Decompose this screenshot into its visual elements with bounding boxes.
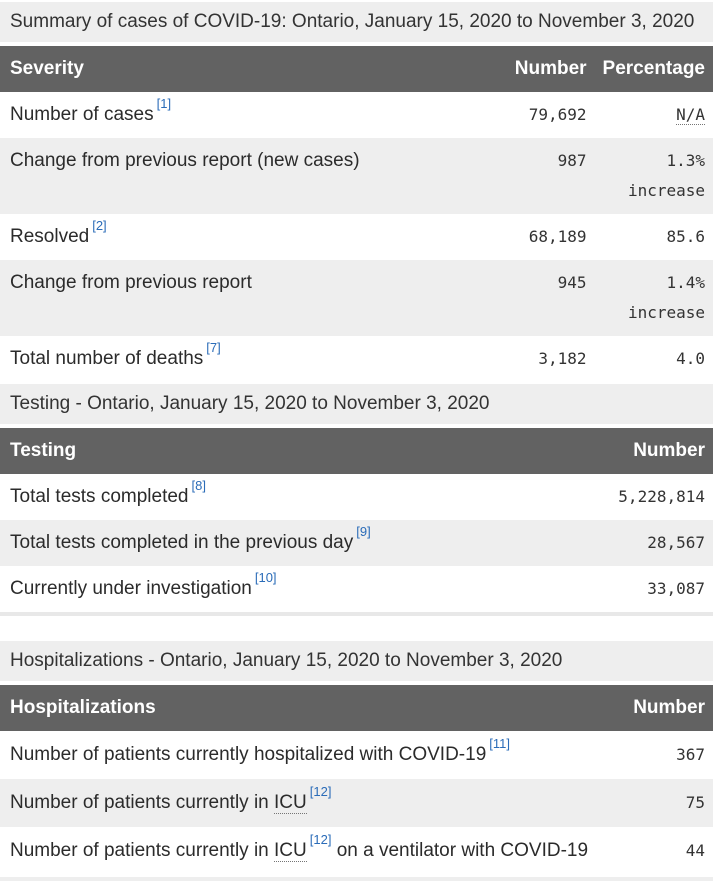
abbreviation-n-a[interactable]: N/A bbox=[676, 105, 705, 125]
footnote-link[interactable]: [11] bbox=[489, 735, 510, 751]
row-label: Currently under investigation[10] bbox=[10, 569, 277, 599]
abbreviation-icu[interactable]: ICU bbox=[274, 792, 307, 814]
summary-table-header-row: Severity Number Percentage bbox=[0, 46, 713, 92]
column-header-number: Number bbox=[621, 685, 713, 731]
hospitalizations-table-caption: Hospitalizations - Ontario, January 15, … bbox=[0, 641, 713, 685]
number-cell: 367 bbox=[676, 745, 705, 764]
column-header-testing: Testing bbox=[0, 428, 561, 474]
row-label: Resolved[2] bbox=[10, 217, 107, 247]
footnote-link[interactable]: [12] bbox=[309, 783, 332, 799]
percentage-direction: increase bbox=[627, 181, 705, 200]
testing-table-caption: Testing - Ontario, January 15, 2020 to N… bbox=[0, 384, 713, 428]
table-row: Total tests completed in the previous da… bbox=[0, 520, 713, 566]
row-label: Number of cases[1] bbox=[10, 95, 172, 125]
summary-table-caption: Summary of cases of COVID-19: Ontario, J… bbox=[0, 2, 713, 46]
column-header-severity: Severity bbox=[0, 46, 479, 92]
percentage-cell: 1.4% increase bbox=[595, 260, 713, 336]
percentage-cell: 1.3% increase bbox=[595, 138, 713, 214]
summary-of-cases-table: Summary of cases of COVID-19: Ontario, J… bbox=[0, 2, 713, 382]
testing-table-header-row: Testing Number bbox=[0, 428, 713, 474]
percentage-direction: increase bbox=[627, 303, 705, 322]
table-row: Currently under investigation[10] 33,087 bbox=[0, 566, 713, 614]
column-header-number: Number bbox=[478, 46, 595, 92]
number-cell: 44 bbox=[685, 841, 705, 860]
number-cell: 79,692 bbox=[528, 105, 587, 124]
table-row: Number of patients currently in ICU[12] 7… bbox=[0, 779, 713, 827]
row-label: Number of patients currently in ICU[12] … bbox=[10, 831, 589, 862]
row-label: Number of patients currently in ICU[12] bbox=[10, 783, 332, 814]
row-label: Total tests completed[8] bbox=[10, 477, 206, 507]
number-cell: 945 bbox=[557, 273, 587, 292]
number-cell: 28,567 bbox=[647, 533, 705, 552]
column-header-number: Number bbox=[560, 428, 713, 474]
table-row: Number of patients currently hospitalize… bbox=[0, 731, 713, 779]
row-label: Change from previous report bbox=[10, 272, 252, 293]
footnote-link[interactable]: [8] bbox=[191, 477, 206, 493]
next-table-caption-partial bbox=[0, 877, 713, 881]
row-label: Number of patients currently hospitalize… bbox=[10, 735, 510, 765]
number-cell: 75 bbox=[685, 793, 705, 812]
table-row: Change from previous report 945 1.4% increa… bbox=[0, 260, 713, 336]
table-row: Total number of deaths[7] 3,182 4.0 bbox=[0, 336, 713, 382]
percentage-cell: 4.0 bbox=[676, 349, 705, 368]
footnote-link[interactable]: [1] bbox=[156, 95, 172, 111]
hospitalizations-table: Hospitalizations - Ontario, January 15, … bbox=[0, 641, 713, 875]
table-row: Change from previous report (new cases) 9… bbox=[0, 138, 713, 214]
footnote-link[interactable]: [12] bbox=[309, 831, 332, 847]
number-cell: 68,189 bbox=[528, 227, 587, 246]
table-row: Number of cases[1] 79,692 N/A bbox=[0, 92, 713, 138]
percentage-cell: N/A bbox=[595, 92, 713, 138]
table-row: Resolved[2] 68,189 85.6 bbox=[0, 214, 713, 260]
row-label: Total number of deaths[7] bbox=[10, 339, 221, 369]
number-cell: 33,087 bbox=[647, 579, 705, 598]
footnote-link[interactable]: [9] bbox=[356, 523, 371, 539]
number-cell: 987 bbox=[557, 151, 587, 170]
hospitalizations-table-header-row: Hospitalizations Number bbox=[0, 685, 713, 731]
table-row: Total tests completed[8] 5,228,814 bbox=[0, 474, 713, 520]
column-header-percentage: Percentage bbox=[594, 46, 713, 92]
testing-table: Testing - Ontario, January 15, 2020 to N… bbox=[0, 384, 713, 616]
number-cell: 3,182 bbox=[538, 349, 587, 368]
column-header-hospitalizations: Hospitalizations bbox=[0, 685, 622, 731]
footnote-link[interactable]: [7] bbox=[206, 339, 221, 355]
table-row: Number of patients currently in ICU[12] … bbox=[0, 827, 713, 875]
footnote-link[interactable]: [10] bbox=[254, 569, 277, 585]
percentage-cell: 85.6 bbox=[666, 227, 705, 246]
abbreviation-icu[interactable]: ICU bbox=[274, 840, 307, 862]
footnote-link[interactable]: [2] bbox=[92, 217, 107, 233]
row-label: Total tests completed in the previous da… bbox=[10, 523, 371, 553]
row-label: Change from previous report (new cases) bbox=[10, 150, 360, 171]
number-cell: 5,228,814 bbox=[618, 487, 705, 506]
